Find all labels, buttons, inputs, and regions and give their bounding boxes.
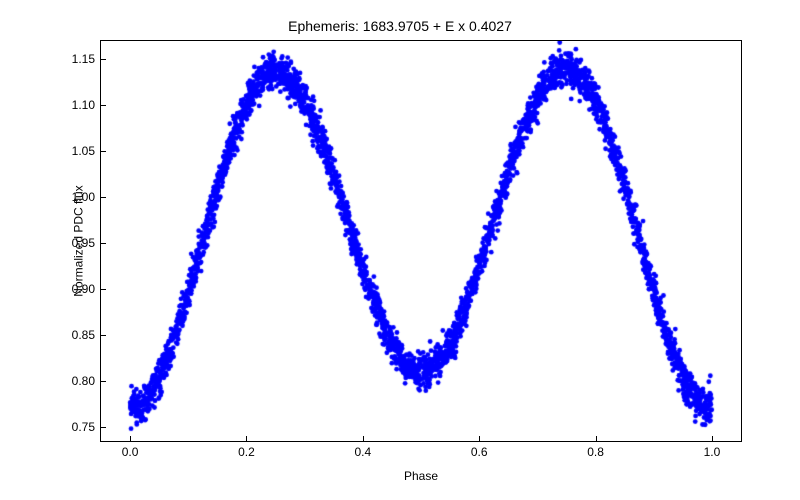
- x-tick-label: 0.2: [238, 445, 255, 459]
- plot-area: Phase Normalized PDC flux 0.00.20.40.60.…: [100, 40, 742, 442]
- y-tick-mark: [101, 105, 106, 106]
- chart-title: Ephemeris: 1683.9705 + E x 0.4027: [0, 18, 800, 34]
- x-tick-label: 0.0: [122, 445, 139, 459]
- y-tick-mark: [101, 59, 106, 60]
- y-tick-mark: [101, 381, 106, 382]
- y-tick-label: 1.15: [45, 52, 95, 66]
- scatter-canvas: [101, 41, 741, 441]
- x-tick-mark: [712, 436, 713, 441]
- x-tick-mark: [246, 436, 247, 441]
- x-tick-label: 0.4: [354, 445, 371, 459]
- y-tick-label: 0.80: [45, 374, 95, 388]
- y-tick-mark: [101, 243, 106, 244]
- figure: Ephemeris: 1683.9705 + E x 0.4027 Phase …: [0, 0, 800, 500]
- y-tick-label: 0.95: [45, 236, 95, 250]
- x-tick-mark: [363, 436, 364, 441]
- y-tick-mark: [101, 289, 106, 290]
- y-tick-mark: [101, 427, 106, 428]
- y-tick-label: 0.75: [45, 420, 95, 434]
- y-tick-label: 0.85: [45, 328, 95, 342]
- y-tick-label: 1.10: [45, 98, 95, 112]
- y-tick-mark: [101, 197, 106, 198]
- y-tick-mark: [101, 151, 106, 152]
- x-tick-mark: [479, 436, 480, 441]
- x-tick-label: 0.8: [587, 445, 604, 459]
- x-tick-mark: [596, 436, 597, 441]
- x-tick-mark: [130, 436, 131, 441]
- x-tick-label: 1.0: [704, 445, 721, 459]
- y-tick-mark: [101, 335, 106, 336]
- y-tick-label: 1.05: [45, 144, 95, 158]
- x-tick-label: 0.6: [471, 445, 488, 459]
- y-tick-label: 1.00: [45, 190, 95, 204]
- x-axis-label: Phase: [101, 469, 741, 483]
- y-tick-label: 0.90: [45, 282, 95, 296]
